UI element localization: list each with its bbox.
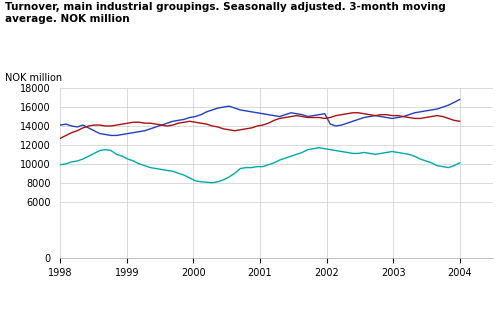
Capital goods (192, 179, 198, 183)
Capital goods (322, 147, 328, 151)
Intermediate goods (108, 134, 114, 137)
Text: Turnover, main industrial groupings. Seasonally adjusted. 3-month moving
average: Turnover, main industrial groupings. Sea… (5, 2, 446, 24)
Consumer goods (282, 116, 288, 119)
Consumer goods (457, 119, 463, 123)
Consumer goods (57, 136, 63, 140)
Line: Consumer goods: Consumer goods (60, 113, 460, 138)
Capital goods (114, 152, 120, 156)
Capital goods (339, 150, 345, 153)
Intermediate goods (158, 123, 164, 127)
Capital goods (57, 163, 63, 167)
Consumer goods (114, 123, 120, 127)
Capital goods (457, 161, 463, 165)
Intermediate goods (288, 111, 294, 115)
Intermediate goods (198, 113, 204, 117)
Line: Intermediate goods: Intermediate goods (60, 100, 460, 135)
Capital goods (209, 181, 215, 185)
Intermediate goods (457, 98, 463, 101)
Consumer goods (192, 120, 198, 124)
Line: Capital goods: Capital goods (60, 148, 460, 183)
Capital goods (288, 154, 294, 158)
Intermediate goods (333, 124, 339, 128)
Legend: Intermediate goods, Capital goods, Consumer goods: Intermediate goods, Capital goods, Consu… (108, 311, 445, 315)
Intermediate goods (57, 123, 63, 127)
Intermediate goods (119, 133, 125, 136)
Consumer goods (350, 111, 356, 115)
Consumer goods (310, 116, 316, 119)
Consumer goods (153, 122, 159, 126)
Capital goods (316, 146, 322, 150)
Consumer goods (327, 116, 333, 119)
Intermediate goods (316, 113, 322, 117)
Capital goods (434, 164, 440, 168)
Text: NOK million: NOK million (5, 73, 62, 83)
